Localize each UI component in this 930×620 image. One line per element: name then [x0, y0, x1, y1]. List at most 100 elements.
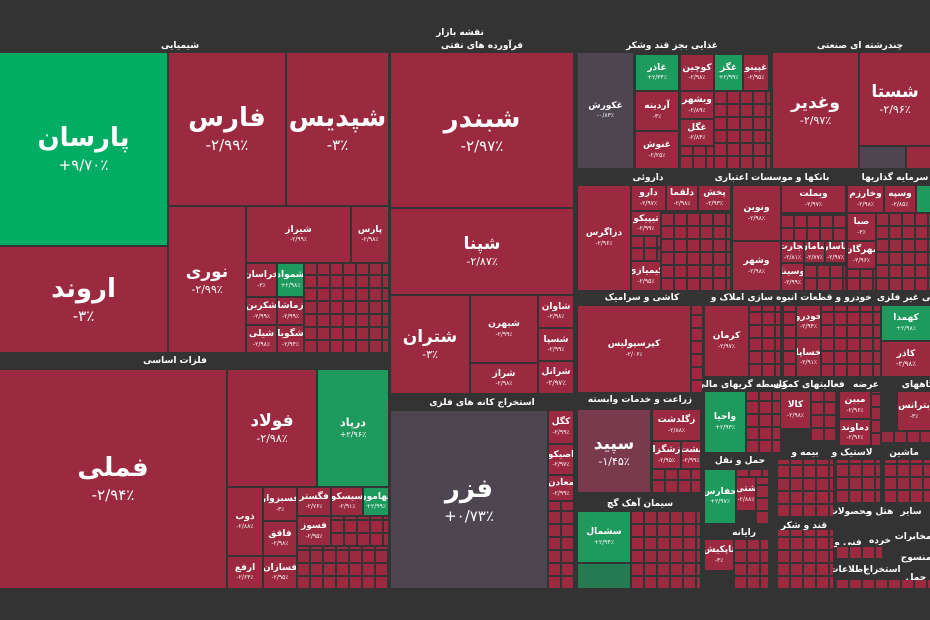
tile-khorasan[interactable]: خراسان -۳٪	[247, 264, 276, 296]
minor-tiles[interactable]	[812, 392, 835, 440]
tile-vnovin[interactable]: ونوین -۲/۹۸٪	[733, 186, 780, 240]
tile-fameli[interactable]: فملی -۲/۹۴٪	[0, 370, 226, 588]
tile-shavan[interactable]: شاوان -۲/۹۸٪	[539, 296, 573, 327]
minor-tiles[interactable]	[653, 470, 700, 492]
minor-tiles[interactable]	[782, 214, 845, 240]
tile-khsapa[interactable]: خساپا -۲/۹۱٪	[797, 339, 820, 376]
tile-btrans[interactable]: بترانس -۳٪	[898, 392, 930, 430]
tile-shbehran[interactable]: شبهرن -۲/۹۹٪	[471, 296, 537, 362]
tile-ghazar[interactable]: غاذر +۲/۳۴٪	[636, 55, 678, 90]
tile-shpdis[interactable]: شپدیس -۳٪	[287, 53, 388, 205]
tile-fsabzevar[interactable]: فسبزوار-۳٪	[264, 488, 296, 520]
tile-minor[interactable]	[578, 564, 630, 588]
minor-tiles[interactable]	[778, 460, 833, 516]
minor-tiles[interactable]	[737, 470, 768, 476]
tile-shranol[interactable]: شرانل -۲/۹۷٪	[539, 362, 573, 393]
tile-vbmellat[interactable]: وبملت -۲/۹۷٪	[782, 186, 845, 212]
tile-ghgol[interactable]: غگل -۲/۸۴٪	[681, 120, 713, 145]
tile-minor[interactable]	[907, 147, 930, 168]
minor-tiles[interactable]	[298, 547, 388, 588]
tile-shkarin[interactable]: شکربن -۲/۹۹٪	[247, 298, 276, 324]
tile-fgostar[interactable]: فگستر -۲/۷۶٪	[298, 488, 330, 515]
minor-tiles[interactable]	[305, 264, 388, 352]
minor-tiles[interactable]	[747, 392, 780, 452]
tile-daroo[interactable]: دارو -۲/۹۷٪	[632, 186, 665, 210]
minor-tiles[interactable]	[837, 545, 882, 558]
minor-tiles[interactable]	[837, 460, 880, 502]
tile-kala[interactable]: کالا -۲/۹۸٪	[781, 392, 810, 428]
tile-foolad[interactable]: فولاد -۲/۹۸٪	[228, 370, 316, 486]
tile-shraz[interactable]: شراز -۲/۹۸٪	[471, 364, 537, 393]
tile-vbshahr[interactable]: وبشهر -۲/۸۹٪	[681, 92, 713, 118]
tile-shili[interactable]: شیلی -۲/۹۸٪	[247, 326, 276, 352]
tile-vkharazm[interactable]: وخارزم -۲/۹۸٪	[848, 186, 883, 212]
tile-dzagros[interactable]: دزاگرس -۲/۹۶٪	[578, 186, 630, 290]
minor-tiles[interactable]	[877, 214, 930, 290]
minor-tiles[interactable]	[757, 478, 768, 523]
tile-tipico[interactable]: تیپیکو -۲/۹۹٪	[632, 212, 660, 235]
tile-mehregan[interactable]: مهرگان-۲/۹۶٪	[848, 242, 875, 268]
tile-saman[interactable]: سامان-۲/۷۷٪	[805, 242, 824, 262]
minor-tiles[interactable]	[885, 460, 930, 502]
minor-tiles[interactable]	[805, 264, 845, 290]
tile-zob[interactable]: ذوب -۲/۸۸٪	[228, 488, 262, 555]
tile-maaden[interactable]: معادن -۲/۹۹٪	[549, 476, 573, 500]
tile-faqq[interactable]: فاقق -۲/۹۸٪	[264, 522, 296, 555]
tile-shasta[interactable]: شستا -۲/۹۶٪	[860, 53, 930, 145]
tile-ghkorosh[interactable]: غکورش -۰/۸۳٪	[578, 53, 633, 168]
tile-mobin[interactable]: مبین -۲/۹۶٪	[840, 392, 870, 418]
tile-vsepah[interactable]: وسپه -۲/۸۵٪	[885, 186, 915, 212]
tile-shgoya[interactable]: شگویا -۲/۹۴٪	[278, 326, 303, 352]
tile-shtran[interactable]: شتران -۳٪	[391, 296, 469, 393]
tile-ardineh[interactable]: آردینه -۳٪	[636, 92, 678, 130]
tile-shbandar[interactable]: شبندر -۲/۹۷٪	[391, 53, 573, 207]
minor-tiles[interactable]	[837, 580, 930, 588]
tile-dloqma[interactable]: دلقما -۲/۹۸٪	[667, 186, 697, 210]
tile-khamda[interactable]: کهمدا +۲/۹۸٪	[882, 306, 930, 340]
tile-shspa[interactable]: شسپا -۲/۹۹٪	[539, 329, 573, 360]
tile-nouri[interactable]: نوری -۲/۹۹٪	[169, 207, 245, 352]
tile-fsooz[interactable]: فسوز -۲/۹۵٪	[298, 517, 330, 545]
tile-pasar[interactable]: پاسار-۲/۹۷٪	[826, 242, 845, 262]
tile-shmavad[interactable]: شمواد +۲/۹۸٪	[278, 264, 303, 296]
minor-tiles[interactable]	[681, 147, 713, 168]
tile-fhamoon[interactable]: فهامون+۲/۹۹٪	[364, 488, 388, 515]
tile-dorpad[interactable]: درپاد +۲/۹۶٪	[318, 370, 388, 486]
minor-tiles[interactable]	[692, 306, 702, 392]
tile-damavand[interactable]: دماوند -۲/۹۶٪	[840, 420, 870, 445]
tile-vghadir[interactable]: وغدیر -۲/۹۷٪	[773, 53, 858, 168]
minor-tiles[interactable]	[549, 502, 573, 588]
tile-shetti[interactable]: شتی -۲/۸۸٪	[737, 478, 755, 510]
tile-tejarat[interactable]: تجارت-۲/۸۱٪	[782, 242, 803, 262]
tile-zgoldasht[interactable]: زگلدشت -۲/۸۸٪	[653, 410, 700, 440]
minor-tiles[interactable]	[632, 237, 660, 260]
tile-sshomal[interactable]: سشمال +۲/۹۴٪	[578, 512, 630, 562]
tile-saba[interactable]: صبا -۳٪	[848, 214, 875, 240]
tile-ghpino[interactable]: غپینو -۲/۹۵٪	[744, 55, 768, 90]
tile-fsazan[interactable]: فسازان -۲/۹۵٪	[264, 557, 296, 588]
tile-kgol[interactable]: کگل -۲/۹۹٪	[549, 411, 573, 443]
minor-tiles[interactable]	[632, 512, 700, 588]
tile-khodro[interactable]: خودرو -۲/۹۴٪	[797, 306, 820, 337]
minor-tiles[interactable]	[778, 530, 833, 588]
tile-ghnoosh[interactable]: غنوش -۲/۲۵٪	[636, 132, 678, 168]
minor-tiles[interactable]	[882, 432, 930, 442]
tile-arvand[interactable]: اروند -۳٪	[0, 247, 167, 352]
minor-tiles[interactable]	[822, 306, 880, 376]
tile-neutral[interactable]	[860, 147, 905, 168]
minor-tiles[interactable]	[662, 212, 730, 290]
tile-fazar[interactable]: فزر +۰/۷۳٪	[391, 411, 547, 588]
tile-zshgza[interactable]: زشگزا -۲/۹۵٪	[653, 442, 680, 468]
tile-shiraz[interactable]: شیراز -۲/۹۹٪	[247, 207, 350, 262]
tile-fars[interactable]: فارس -۲/۹۹٪	[169, 53, 285, 205]
tile-vshahr[interactable]: وشهر -۲/۹۸٪	[733, 242, 780, 290]
tile-sisco[interactable]: سیسکو -۲/۹۱٪	[332, 488, 362, 515]
tile-tapkish[interactable]: تاپکیش-۳٪	[705, 540, 733, 570]
tile-ghgaz[interactable]: غگز +۲/۹۹٪	[715, 55, 742, 90]
tile-kimiazi[interactable]: کیمیازی-۲/۹۵٪	[632, 262, 660, 290]
minor-tiles[interactable]	[872, 392, 880, 445]
tile-sepid[interactable]: سپید -۱/۴۵٪	[578, 410, 650, 492]
tile-minor[interactable]	[917, 186, 930, 212]
minor-tiles[interactable]	[715, 92, 770, 168]
tile-hfars[interactable]: حفارس +۲/۹۷٪	[705, 470, 735, 523]
